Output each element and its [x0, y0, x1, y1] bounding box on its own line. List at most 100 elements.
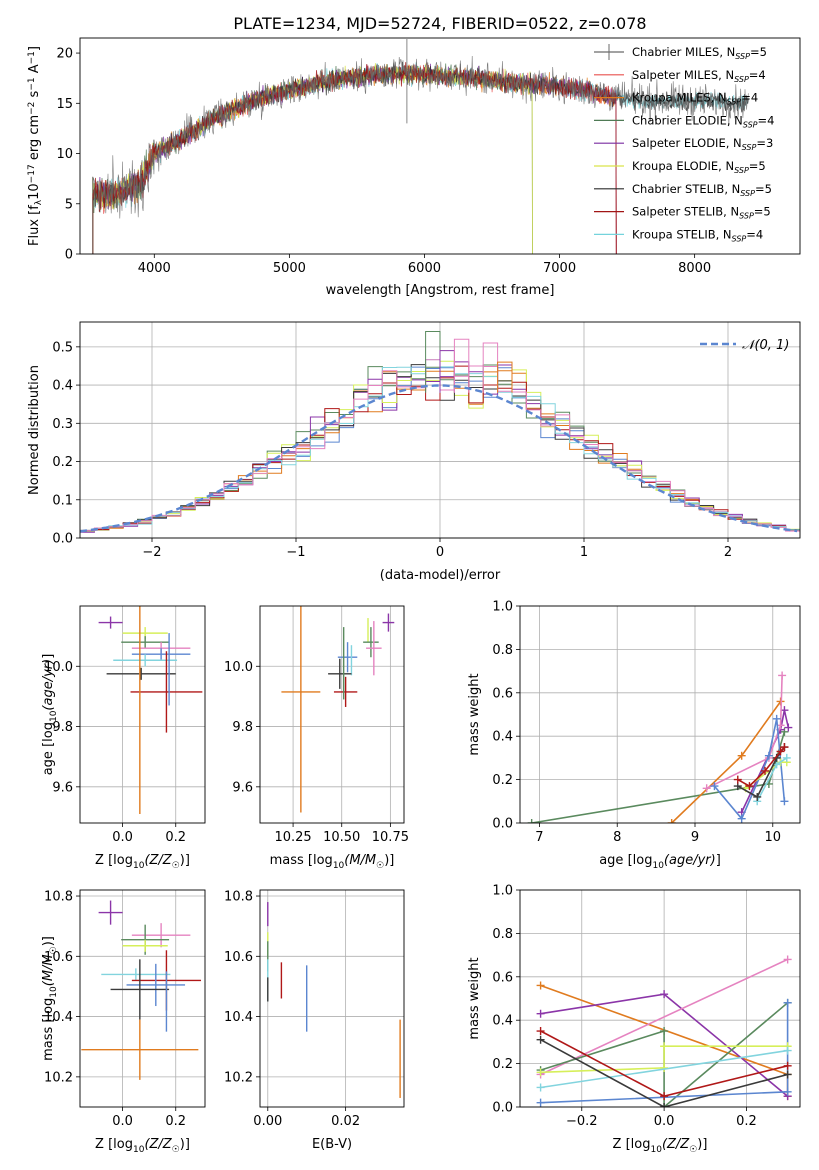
- x-tick-label: 8: [613, 830, 621, 845]
- y-tick-label: 10.2: [224, 1070, 253, 1085]
- x-tick-label: 0.0: [654, 1114, 675, 1129]
- errorbar-point: [131, 923, 191, 948]
- x-axis-label: age [log10(age/yr)]: [599, 853, 721, 871]
- weight-series-line: [706, 675, 783, 790]
- x-tick-label: 10.50: [323, 830, 360, 845]
- x-axis-label: mass [log10(M/M☉)]: [270, 853, 395, 871]
- y-tick-label: 20: [56, 47, 73, 62]
- x-tick-label: 0.2: [165, 830, 186, 845]
- weight-marker: [783, 1061, 792, 1070]
- axes-frame: [519, 889, 801, 1108]
- weight-marker: [527, 819, 536, 823]
- weight-marker: [784, 723, 793, 732]
- weight-series-line: [540, 1049, 788, 1089]
- legend-entry: Kroupa ELODIE, NSSP=5: [632, 159, 766, 175]
- weight-marker: [536, 1083, 545, 1092]
- x-axis-label: (data-model)/error: [380, 568, 501, 583]
- weight-marker: [783, 998, 792, 1007]
- weight-marker: [776, 747, 785, 756]
- y-tick-label: 0.4: [492, 730, 513, 745]
- y-tick-label: 0.4: [52, 379, 73, 394]
- y-tick-label: 10: [56, 147, 73, 162]
- y-tick-label: 0.1: [52, 493, 73, 508]
- y-tick-label: 0.5: [52, 340, 73, 355]
- spectrum-line: [92, 55, 749, 254]
- x-tick-label: −1: [286, 545, 305, 560]
- y-tick-label: 10.0: [224, 660, 253, 675]
- errorbar-point: [328, 658, 352, 689]
- x-tick-label: −2: [142, 545, 161, 560]
- weight-marker: [764, 751, 773, 760]
- errorbar-point: [110, 959, 170, 1020]
- errorbar-point: [363, 627, 379, 658]
- axes-frame: [259, 605, 405, 824]
- weight-marker: [780, 797, 789, 806]
- x-tick-label: 7000: [543, 261, 576, 276]
- y-tick-label: 9.6: [52, 780, 73, 795]
- x-axis-label: Z [log10(Z/Z☉)]: [95, 1137, 190, 1155]
- mass_vs_Z-panel: 0.0 0.2 10.2 10.4 10.6 10.8 Z [log10(Z/Z☉)] mas…: [41, 890, 206, 1155]
- histogram-peak-bin: [497, 361, 513, 393]
- weight-marker: [536, 1098, 545, 1107]
- y-tick-label: 10.6: [44, 950, 73, 965]
- y-tick-label: 0.0: [492, 1101, 513, 1116]
- weight-marker: [536, 1068, 545, 1077]
- x-tick-label: 5000: [273, 261, 306, 276]
- y-axis-label: Flux [fλ10−17 erg cm−2 s−1 A−1]: [27, 46, 44, 246]
- axes-frame: [79, 321, 801, 539]
- weight-marker: [660, 1092, 669, 1101]
- axes-frame: [259, 889, 405, 1108]
- x-tick-label: 0: [436, 545, 444, 560]
- weight-marker: [702, 784, 711, 793]
- weight-marker: [536, 1027, 545, 1036]
- x-tick-label: 10.25: [274, 830, 311, 845]
- x-tick-label: 8000: [678, 261, 711, 276]
- weight-marker: [710, 782, 719, 791]
- legend-entry: Chabrier STELIB, NSSP=5: [632, 182, 772, 198]
- weight-series-line: [671, 701, 782, 823]
- weight-marker: [780, 743, 789, 752]
- weight-series-line: [540, 1045, 788, 1074]
- weight-marker: [660, 1103, 669, 1107]
- y-tick-label: 0.3: [52, 417, 73, 432]
- x-tick-label: 0.00: [253, 1114, 282, 1129]
- weight-series-line: [540, 1038, 788, 1107]
- weight-marker: [667, 819, 676, 823]
- axes-frame: [79, 605, 206, 824]
- normal-curve: [80, 384, 798, 533]
- y-axis-label: mass [log10(M/M☉)]: [41, 936, 59, 1061]
- y-tick-label: 0.0: [492, 817, 513, 832]
- errorbar-point: [126, 963, 186, 1007]
- weight-marker: [733, 775, 742, 784]
- x-tick-label: 0.02: [331, 1114, 360, 1129]
- x-tick-label: 0.2: [736, 1114, 757, 1129]
- y-tick-label: 10.4: [44, 1010, 73, 1025]
- errorbar-point: [382, 613, 395, 632]
- histogram-peak-bin: [453, 338, 470, 393]
- y-tick-label: 0.8: [492, 643, 513, 658]
- errorbar-point: [81, 1019, 199, 1080]
- errorbar-point: [337, 642, 358, 673]
- x-tick-label: 10.75: [372, 830, 409, 845]
- mass_vs_ebv-panel: 0.00 0.02 10.2 10.4 10.6 10.8 E(B-V): [224, 889, 405, 1152]
- weight-marker: [783, 1087, 792, 1096]
- weight-marker: [783, 955, 792, 964]
- y-axis-label: age [log10(age/yr)]: [41, 654, 59, 776]
- y-tick-label: 0.8: [492, 927, 513, 942]
- age_vs_Z-panel: 0.0 0.2 9.6 9.8 10.0 Z [log10(Z/Z☉)] age [log1…: [41, 605, 206, 871]
- x-tick-label: 4000: [138, 261, 171, 276]
- x-tick-label: 1: [580, 545, 588, 560]
- weight-marker: [660, 1042, 669, 1051]
- x-axis-label: Z [log10(Z/Z☉)]: [613, 1137, 708, 1155]
- y-tick-label: 0: [65, 248, 73, 263]
- legend-entry: Salpeter MILES, NSSP=4: [632, 68, 766, 84]
- y-tick-label: 10.4: [224, 1010, 253, 1025]
- errorbar-point: [366, 621, 382, 676]
- axes-frame: [79, 37, 801, 255]
- y-axis-label: mass weight: [467, 673, 482, 755]
- y-tick-label: 0.4: [492, 1014, 513, 1029]
- x-axis-label: E(B-V): [312, 1137, 352, 1152]
- x-tick-label: 0.0: [112, 1114, 133, 1129]
- weight_vs_Z-panel: −0.2 0.0 0.2 0.0 0.2 0.4 0.6 0.8 1.0 Z [log10(Z/Z…: [467, 884, 801, 1155]
